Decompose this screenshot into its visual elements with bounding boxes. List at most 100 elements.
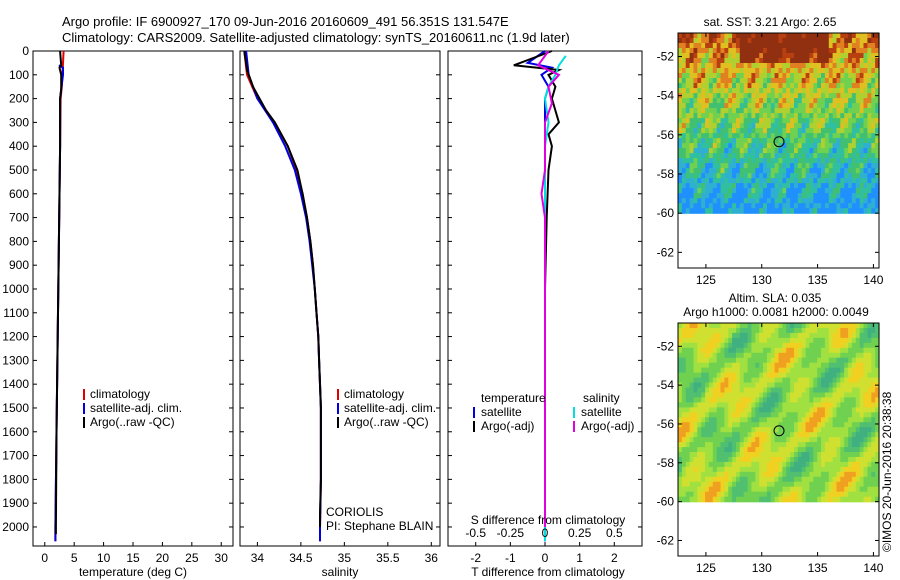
- heatmap-cell: [736, 98, 741, 104]
- heatmap-cell: [871, 471, 876, 478]
- heatmap-cell: [751, 352, 756, 359]
- heatmap-cell: [712, 138, 718, 144]
- heatmap-cell: [844, 63, 849, 69]
- heatmap-cell: [751, 486, 756, 493]
- heatmap-cell: [875, 198, 880, 204]
- heatmap-cell: [851, 427, 857, 433]
- heatmap-cell: [844, 118, 849, 124]
- heatmap-cell: [724, 362, 729, 369]
- heatmap-cell: [863, 377, 868, 384]
- heatmap-cell: [685, 48, 691, 54]
- heatmap-cell: [743, 208, 749, 214]
- heatmap-cell: [724, 33, 729, 39]
- heatmap-cell: [855, 337, 861, 344]
- heatmap-cell: [766, 417, 772, 423]
- heatmap-cell: [851, 372, 857, 379]
- heatmap-cell: [770, 422, 776, 428]
- heatmap-cell: [708, 148, 714, 154]
- heatmap-cell: [821, 342, 826, 349]
- heatmap-cell: [763, 63, 768, 69]
- heatmap-cell: [813, 183, 818, 189]
- heatmap-cell: [836, 447, 841, 453]
- heatmap-cell: [770, 387, 776, 394]
- heatmap-cell: [693, 203, 698, 209]
- heatmap-cell: [832, 88, 838, 94]
- heatmap-cell: [685, 461, 691, 468]
- heatmap-cell: [770, 481, 776, 488]
- heatmap-cell: [797, 387, 803, 394]
- heatmap-cell: [747, 53, 753, 59]
- heatmap-cell: [751, 387, 756, 394]
- heatmap-cell: [766, 193, 772, 199]
- heatmap-cell: [716, 198, 722, 204]
- heatmap-cell: [824, 168, 830, 174]
- heatmap-cell: [763, 496, 768, 503]
- heatmap-cell: [809, 53, 814, 59]
- heatmap-cell: [782, 183, 787, 189]
- heatmap-cell: [844, 103, 849, 109]
- heatmap-cell: [712, 402, 718, 408]
- y-tick-label: 400: [9, 139, 29, 153]
- heatmap-cell: [747, 168, 753, 174]
- heatmap-cell: [836, 367, 841, 374]
- heatmap-cell: [770, 461, 776, 468]
- heatmap-cell: [681, 158, 687, 164]
- heatmap-cell: [755, 437, 760, 443]
- heatmap-cell: [728, 372, 733, 379]
- heatmap-cell: [712, 447, 718, 453]
- heatmap-cell: [689, 193, 695, 199]
- heatmap-cell: [712, 38, 718, 44]
- heatmap-cell: [786, 342, 791, 349]
- heatmap-cell: [743, 148, 749, 154]
- heatmap-cell: [705, 183, 710, 189]
- heatmap-cell: [828, 53, 834, 59]
- heatmap-cell: [708, 118, 714, 124]
- heatmap-cell: [747, 387, 753, 394]
- heatmap-cell: [739, 43, 745, 49]
- heatmap-cell: [805, 158, 811, 164]
- heatmap-cell: [685, 123, 691, 129]
- heatmap-cell: [751, 118, 756, 124]
- heatmap-cell: [851, 461, 857, 468]
- heatmap-cell: [782, 123, 787, 129]
- heatmap-cell: [813, 437, 818, 443]
- heatmap-cell: [871, 83, 876, 89]
- heatmap-cell: [681, 113, 687, 119]
- heatmap-cell: [855, 357, 861, 364]
- heatmap-cell: [759, 442, 764, 448]
- heatmap-cell: [763, 342, 768, 349]
- heatmap-cell: [805, 208, 811, 214]
- heatmap-cell: [832, 138, 838, 144]
- heatmap-cell: [770, 163, 776, 169]
- heatmap-cell: [801, 103, 807, 109]
- heatmap-cell: [836, 362, 841, 369]
- heatmap-cell: [759, 163, 764, 169]
- heatmap-cell: [801, 208, 807, 214]
- heatmap-cell: [848, 476, 853, 483]
- heatmap-cell: [732, 362, 737, 369]
- heatmap-cell: [739, 457, 745, 463]
- heatmap-cell: [859, 78, 865, 84]
- heatmap-cell: [875, 392, 880, 399]
- heatmap-cell: [859, 328, 865, 334]
- heatmap-cell: [844, 491, 849, 498]
- heatmap-cell: [801, 377, 807, 384]
- heatmap-cell: [794, 481, 799, 488]
- heatmap-cell: [739, 138, 745, 144]
- heatmap-cell: [794, 367, 799, 374]
- heatmap-cell: [848, 491, 853, 498]
- heatmap-cell: [859, 397, 865, 403]
- heatmap-cell: [782, 203, 787, 209]
- heatmap-cell: [763, 188, 768, 194]
- heatmap-cell: [755, 203, 760, 209]
- heatmap-cell: [821, 471, 826, 478]
- heatmap-cell: [821, 461, 826, 468]
- heatmap-cell: [770, 193, 776, 199]
- heatmap-cell: [701, 461, 706, 468]
- heatmap-cell: [851, 118, 857, 124]
- heatmap-cell: [821, 422, 826, 428]
- heatmap-cell: [859, 38, 865, 44]
- heatmap-cell: [747, 128, 753, 134]
- heatmap-cell: [681, 352, 687, 359]
- heatmap-cell: [766, 496, 772, 503]
